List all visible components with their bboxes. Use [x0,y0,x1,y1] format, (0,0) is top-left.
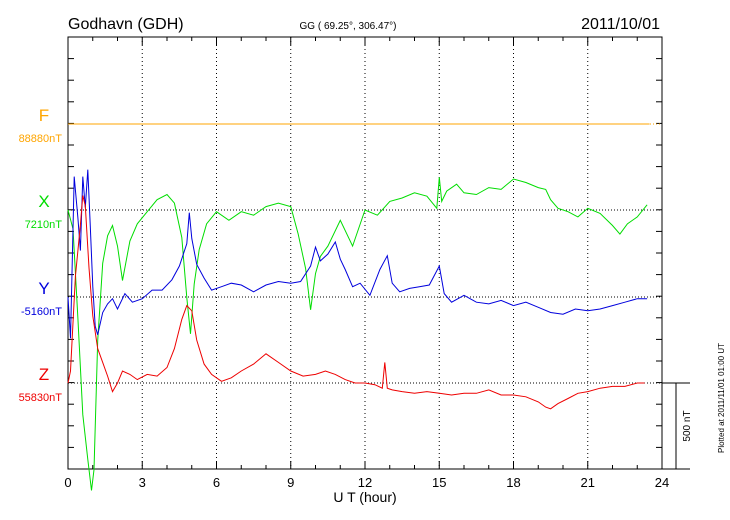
series-X-line [67,177,648,491]
series-F-baseline-label: 88880nT [19,133,63,145]
x-tick-labels: 0 3 6 9 12 15 18 21 24 [64,475,669,490]
x-tick-label-18: 18 [506,475,520,490]
scale-bar: 500 nT [662,382,693,470]
x-tick-label-0: 0 [64,475,71,490]
series-Y-baseline-label: -5160nT [21,306,62,318]
x-tick-label-9: 9 [287,475,294,490]
x-axis-label: U T (hour) [333,489,396,505]
chart-date: 2011/10/01 [581,16,660,33]
series-X-baseline-label: 7210nT [25,219,63,231]
x-tick-label-3: 3 [139,475,146,490]
x-tick-label-12: 12 [358,475,372,490]
series-F-name: F [39,106,49,125]
grid [141,37,589,469]
series-X-name: X [38,192,49,211]
axis-ticks [67,37,663,469]
x-tick-label-24: 24 [655,475,669,490]
x-tick-label-15: 15 [432,475,446,490]
traces [67,123,650,491]
x-tick-label-6: 6 [213,475,220,490]
station-coordinates: GG ( 69.25°, 306.47°) [300,21,397,32]
x-tick-label-21: 21 [581,475,595,490]
series-Y-line [67,169,648,339]
component-labels: F 88880nT X 7210nT Y -5160nT Z 55830nT [19,106,63,404]
series-Y-name: Y [38,279,49,298]
series-Z-line [67,195,645,410]
plotted-at-note: Plotted at 2011/11/01 01:00 UT [717,343,726,453]
scale-bar-label: 500 nT [682,410,693,441]
series-Z-name: Z [39,365,49,384]
station-title: Godhavn (GDH) [68,16,184,33]
series-Z-baseline-label: 55830nT [19,392,63,404]
